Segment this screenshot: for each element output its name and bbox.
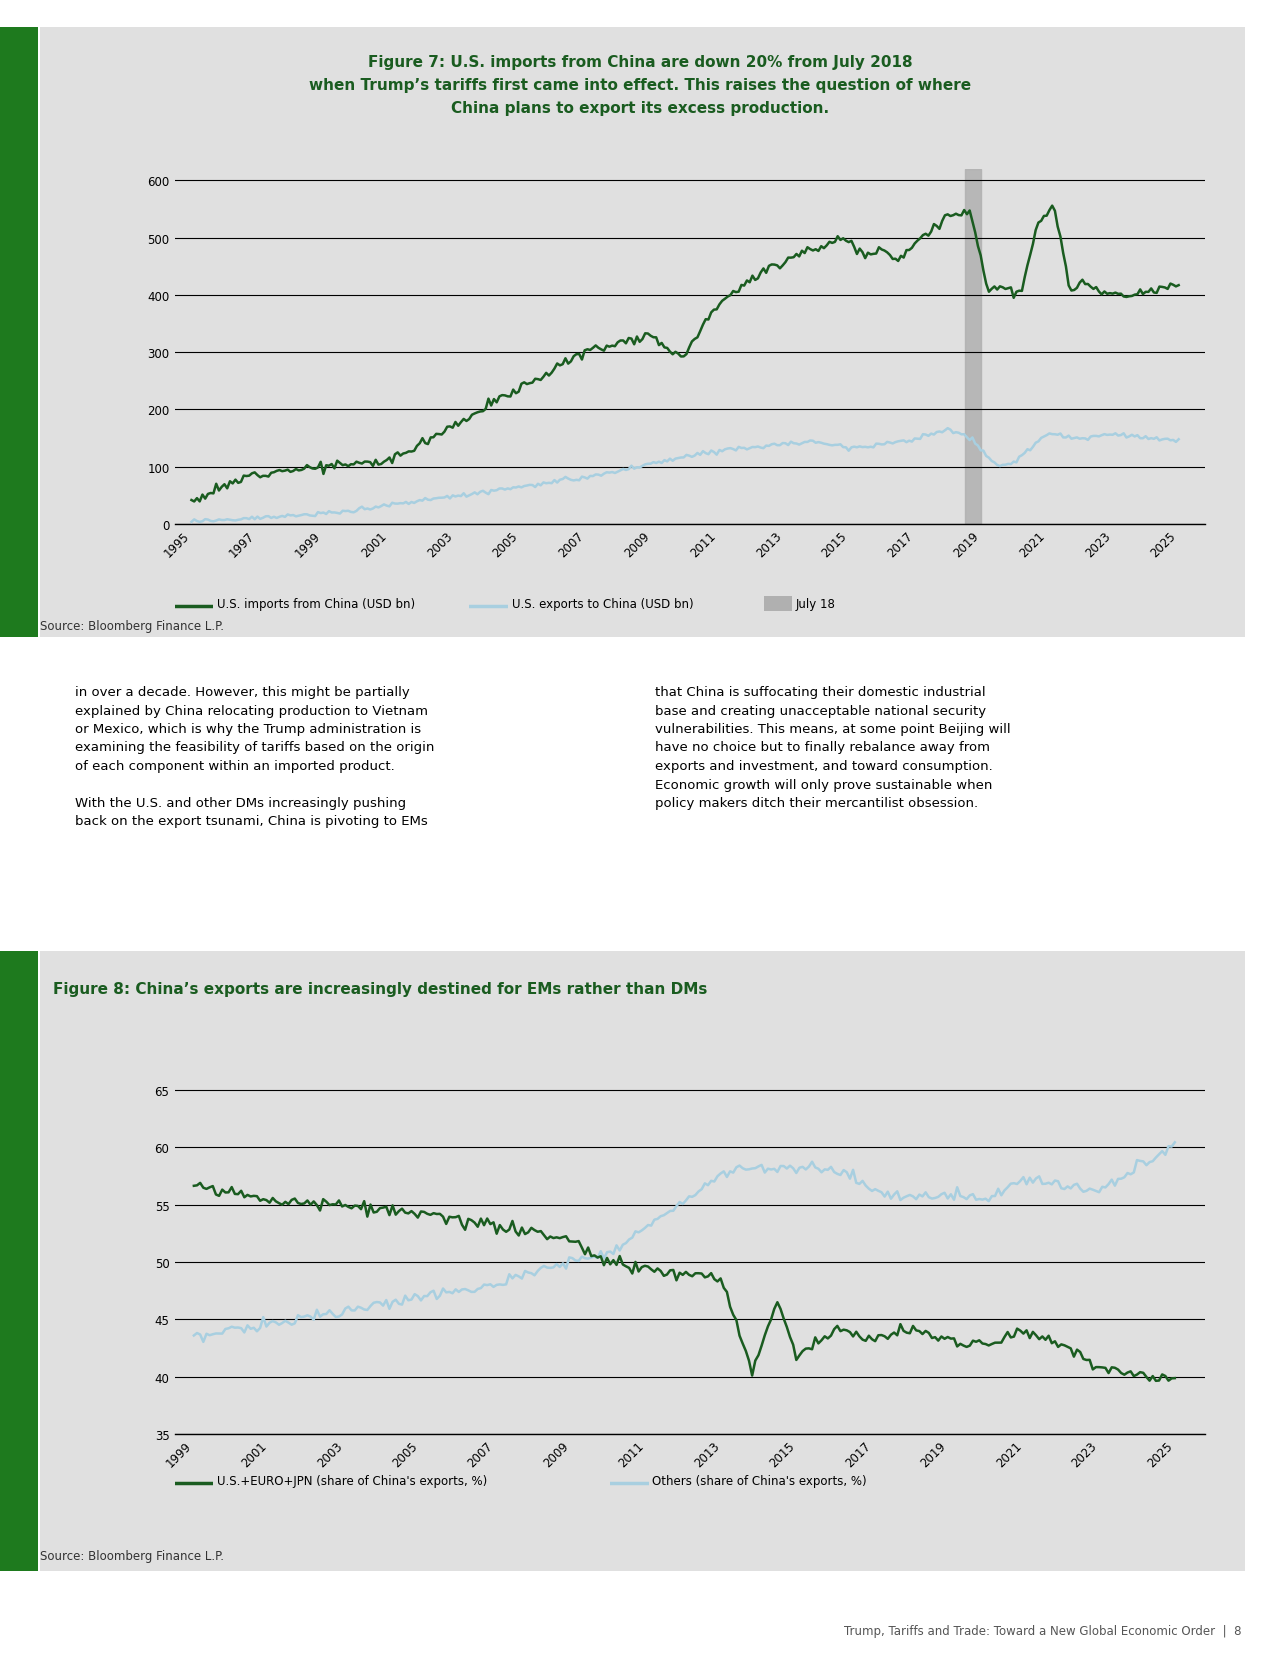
Text: Figure 7: U.S. imports from China are down 20% from July 2018: Figure 7: U.S. imports from China are do… [367, 55, 913, 70]
Bar [965, 170, 982, 525]
Text: China plans to export its excess production.: China plans to export its excess product… [451, 101, 829, 116]
Text: U.S. exports to China (USD bn): U.S. exports to China (USD bn) [512, 597, 694, 611]
Text: U.S. imports from China (USD bn): U.S. imports from China (USD bn) [218, 597, 416, 611]
Text: Source: Bloomberg Finance L.P.: Source: Bloomberg Finance L.P. [40, 1549, 224, 1562]
Text: Others (share of China's exports, %): Others (share of China's exports, %) [653, 1475, 867, 1488]
Text: Figure 8: China’s exports are increasingly destined for EMs rather than DMs: Figure 8: China’s exports are increasing… [52, 981, 707, 996]
Text: U.S.+EURO+JPN (share of China's exports, %): U.S.+EURO+JPN (share of China's exports,… [218, 1475, 488, 1488]
Text: when Trump’s tariffs first came into effect. This raises the question of where: when Trump’s tariffs first came into eff… [308, 78, 972, 93]
Text: July 18: July 18 [796, 597, 836, 611]
Text: Trump, Tariffs and Trade: Toward a New Global Economic Order  |  8: Trump, Tariffs and Trade: Toward a New G… [844, 1624, 1242, 1637]
Text: Source: Bloomberg Finance L.P.: Source: Bloomberg Finance L.P. [40, 619, 224, 632]
Text: that China is suffocating their domestic industrial
base and creating unacceptab: that China is suffocating their domestic… [655, 685, 1011, 809]
Text: in over a decade. However, this might be partially
explained by China relocating: in over a decade. However, this might be… [76, 685, 434, 846]
